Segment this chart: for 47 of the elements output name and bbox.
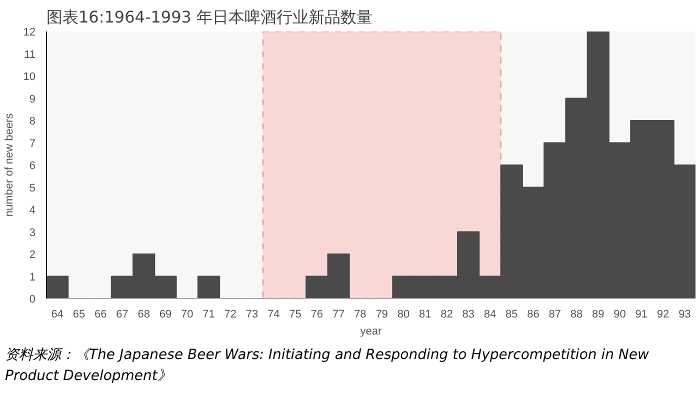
x-tick-label: 79 — [376, 308, 388, 320]
x-tick-label: 73 — [246, 308, 258, 320]
y-axis-title: number of new beers — [3, 112, 16, 217]
x-tick-label: 69 — [159, 308, 172, 320]
x-tick-label: 87 — [548, 308, 562, 320]
x-tick-label: 74 — [268, 308, 280, 320]
x-tick-label: 92 — [656, 308, 670, 320]
chart-title: 图表16:1964-1993 年日本啤酒行业新品数量 — [46, 8, 373, 26]
x-tick-label: 70 — [181, 308, 194, 320]
x-tick-label: 66 — [94, 308, 107, 320]
y-tick-label: 11 — [24, 48, 36, 61]
x-tick-label: 65 — [72, 308, 86, 320]
x-tick-label: 91 — [635, 308, 648, 320]
y-tick-label: 7 — [29, 138, 36, 150]
x-axis-title: year — [360, 326, 382, 338]
x-tick-label: 80 — [397, 308, 410, 320]
x-tick-label: 72 — [224, 308, 237, 320]
x-tick-label: 84 — [484, 308, 496, 320]
y-tick-label: 5 — [29, 182, 36, 194]
y-tick-label: 1 — [29, 271, 36, 284]
x-tick-label: 93 — [678, 308, 691, 320]
x-tick-label: 71 — [202, 308, 215, 320]
x-tick-label: 78 — [354, 308, 366, 320]
y-tick-label: 4 — [29, 204, 36, 216]
y-tick-label: 12 — [23, 26, 36, 38]
x-tick-label: 68 — [138, 308, 150, 320]
x-tick-label: 75 — [289, 308, 302, 320]
x-tick-label: 64 — [51, 308, 64, 320]
x-tick-label: 77 — [332, 308, 345, 320]
x-tick-label: 67 — [116, 308, 128, 320]
x-tick-label: 85 — [506, 308, 518, 320]
y-tick-label: 2 — [29, 249, 36, 261]
y-tick-label: 9 — [29, 93, 36, 106]
text: 资料来源：《The Japanese Beer Wars: Initiating and Responding to Hypercompetition in New Product Development》 — [5, 346, 650, 386]
x-tick-label: 89 — [592, 308, 604, 320]
y-tick-label: 8 — [29, 116, 36, 128]
y-tick-label: 0 — [29, 294, 36, 306]
x-tick-label: 88 — [570, 308, 583, 320]
x-tick-label: 82 — [440, 308, 453, 320]
x-tick-label: 81 — [418, 308, 432, 320]
y-tick-label: 3 — [29, 226, 36, 239]
x-tick-label: 83 — [462, 308, 474, 320]
x-tick-label: 86 — [527, 308, 540, 320]
y-tick-label: 6 — [29, 160, 36, 172]
x-tick-label: 76 — [310, 308, 324, 320]
x-tick-label: 90 — [614, 308, 626, 320]
y-tick-label: 10 — [23, 71, 36, 83]
